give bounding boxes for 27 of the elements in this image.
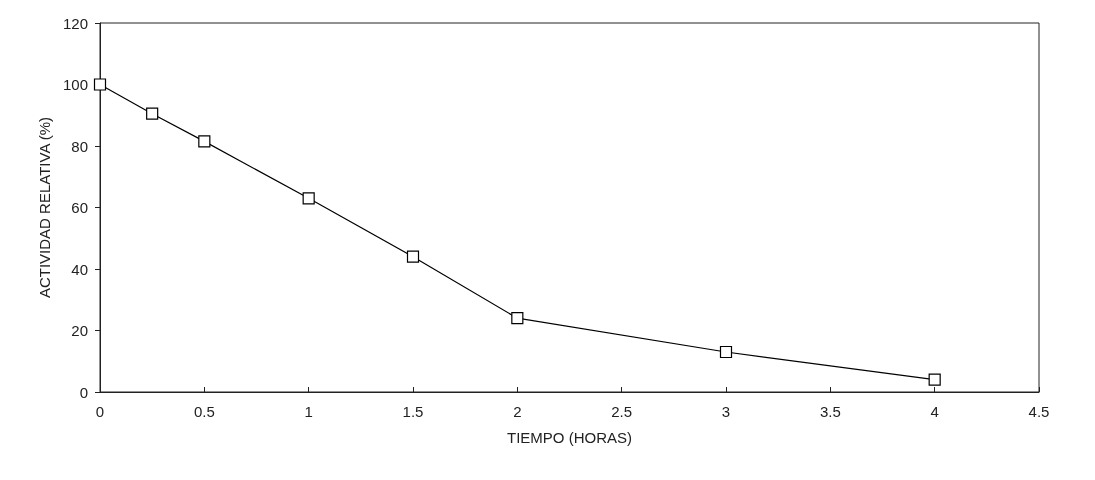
point — [146, 107, 159, 120]
point — [198, 135, 211, 148]
x-tick-label: 4 — [930, 403, 939, 420]
x-tick-label: 0.5 — [193, 403, 215, 420]
y-tick-label: 100 — [62, 76, 88, 93]
y-axis-title: ACTIVIDAD RELATIVA (%) — [36, 116, 53, 299]
x-tick-label: 3.5 — [819, 403, 841, 420]
x-tick-label: 4.5 — [1028, 403, 1050, 420]
x-tick-label: 1.5 — [402, 403, 424, 420]
point — [302, 192, 315, 205]
point — [719, 345, 733, 359]
y-tick-label: 60 — [71, 199, 88, 216]
x-axis-title: TIEMPO (HORAS) — [506, 429, 633, 446]
x-tick-label: 3 — [721, 403, 731, 420]
point — [406, 250, 420, 263]
y-tick-label: 120 — [62, 14, 88, 32]
y-tick-label: 80 — [71, 137, 88, 155]
x-tick-label: 0 — [95, 403, 105, 420]
y-tick-label: 20 — [71, 322, 88, 339]
point — [511, 312, 524, 325]
x-tick-label: 2 — [513, 403, 522, 420]
y-tick-label: 0 — [79, 383, 88, 401]
y-tick-label: 40 — [71, 260, 88, 278]
point — [93, 78, 107, 91]
x-tick-label: 2.5 — [611, 403, 633, 420]
point — [928, 373, 941, 386]
x-tick-label: 1 — [304, 403, 313, 420]
